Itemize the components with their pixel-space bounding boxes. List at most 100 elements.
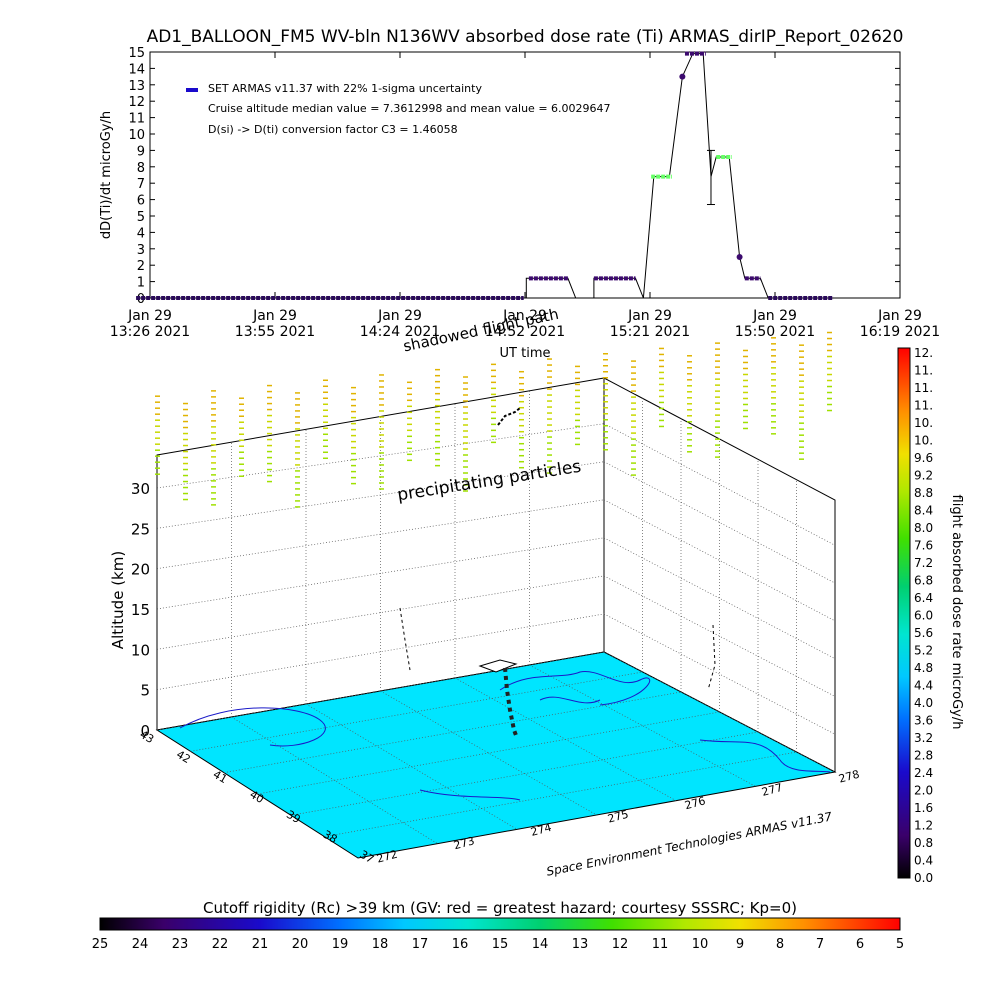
dose-rate-colorbar-tick: 5.6 [914,626,933,640]
dose-rate-colorbar-tick: 7.2 [914,556,933,570]
top-x-tick-date: Jan 29 [627,308,672,324]
cutoff-rigidity-ticks: 25 24 23 22 21 20 19 18 17 16 15 14 13 12 11 10 9 8 7 6 5 [92,937,904,952]
dose-rate-colorbar-tick: 8.8 [914,486,933,500]
top-x-axis-label: UT time [500,346,551,361]
dose-rate-colorbar-tick: 3.2 [914,731,933,745]
z-axis-ticks: 0 5 10 15 20 25 30 [131,480,150,740]
top-x-tick-time: 14:24 2021 [360,324,440,340]
dose-rate-colorbar-tick: 6.0 [914,609,933,623]
longitude-tick-label: 274 [529,821,553,839]
dose-rate-colorbar-tick: 8.0 [914,521,933,535]
coastline-lake [539,696,601,704]
top-y-tick-label: 9 [137,144,145,159]
cutoff-rigidity-tick: 11 [652,937,669,952]
top-x-tick-time: 15:50 2021 [735,324,815,340]
cutoff-rigidity-tick: 7 [816,937,824,952]
dose-rate-colorbar-tick: 10. [914,434,933,448]
cutoff-rigidity-tick: 25 [92,937,109,952]
longitude-tick-label: 277 [760,781,784,799]
dose-rate-colorbar-gradient [897,347,911,879]
cutoff-rigidity-tick: 17 [412,937,429,952]
latitude-tick-label: 37 [357,848,376,866]
chart-title: AD1_BALLOON_FM5 WV-bln N136WV absorbed d… [147,27,904,47]
dose-rate-colorbar-tick: 11. [914,381,933,395]
3d-grid-lines [156,390,836,844]
shadow-path-right [707,624,716,691]
dose-rate-colorbar-tick: 0.8 [914,836,933,850]
top-y-tick-label: 0 [137,292,145,307]
top-y-tick-label: 3 [137,243,145,258]
legend-entry-conversion: D(si) -> D(ti) conversion factor C3 = 1.… [208,123,458,136]
dose-rate-colorbar-tick: 8.4 [914,504,933,518]
top-x-tick-time: 13:26 2021 [110,324,190,340]
dose-rate-colorbar: 0.0 0.4 0.8 1.2 1.6 2.0 2.4 2.8 3.2 3.6 4.0 4.4 4.8 5… [897,346,964,885]
top-x-tick-date: Jan 29 [502,308,547,324]
dose-rate-colorbar-tick: 4.0 [914,696,933,710]
top-x-tick-time: 13:55 2021 [235,324,315,340]
altitude-tick-label: 5 [140,682,150,700]
ground-grid-lon [529,664,756,787]
launch-marker [478,659,518,673]
dose-rate-colorbar-tick: 2.0 [914,784,933,798]
top-x-tick-date: Jan 29 [377,308,422,324]
top-y-tick-label: 10 [128,128,145,143]
latitude-tick-label: 40 [247,788,266,806]
dose-rate-series-segments [136,51,834,300]
dose-rate-colorbar-label: flight absorbed dose rate microGy/h [949,495,964,730]
altitude-3d-plot: 0 5 10 15 20 25 30 Altitude (km) 43 42 41 40 39 38 3… [109,305,861,879]
cutoff-rigidity-tick: 19 [332,937,349,952]
legend-swatch [186,88,198,92]
dose-rate-colorbar-tick: 10. [914,416,933,430]
top-y-tick-label: 8 [137,161,145,176]
ground-grid-lat [290,731,759,816]
dose-rate-colorbar-tick: 5.2 [914,644,933,658]
cutoff-rigidity-tick: 18 [372,937,389,952]
error-bar [706,149,715,206]
latitude-tick-label: 43 [137,728,156,746]
dose-rate-colorbar-tick: 12. [914,346,933,360]
cutoff-rigidity-tick: 13 [572,937,589,952]
top-y-tick-label: 6 [137,194,145,209]
dose-rate-colorbar-tick: 2.8 [914,749,933,763]
flight-path-top [497,407,521,426]
dose-rate-colorbar-tick: 9.2 [914,469,933,483]
top-x-tick-date: Jan 29 [252,308,297,324]
dose-rate-colorbar-tick: 7.6 [914,539,933,553]
z-grid-line-back [156,537,605,610]
longitude-tick-label: 276 [683,794,707,812]
series-point [679,73,686,80]
dose-rate-colorbar-tick: 3.6 [914,714,933,728]
top-y-tick-label: 14 [128,62,145,77]
longitude-tick-label: 273 [452,834,476,852]
map-coastlines [179,671,831,801]
coastline-great-lakes [499,671,650,706]
z-grid-line-back [156,575,605,650]
top-y-tick-label: 1 [137,276,145,291]
latitude-tick-label: 38 [321,828,340,846]
top-y-tick-label: 5 [137,210,145,225]
cutoff-rigidity-tick: 15 [492,937,509,952]
cutoff-rigidity-colorbar: Cutoff rigidity (Rc) >39 km (GV: red = g… [92,899,904,952]
top-y-axis-label: dD(Ti)/dt microGy/h [99,111,114,239]
precipitating-particle-columns [155,331,832,508]
dose-rate-series-line [136,53,870,299]
state-line [419,789,521,801]
flight-path [478,659,519,739]
flight-track [503,667,519,739]
dose-rate-colorbar-tick: 4.8 [914,661,933,675]
altitude-tick-label: 30 [131,480,150,498]
latitude-tick-label: 42 [174,748,193,766]
dose-rate-colorbar-ticks: 0.0 0.4 0.8 1.2 1.6 2.0 2.4 2.8 3.2 3.6 4.0 4.4 4.8 5… [914,346,933,885]
dose-rate-colorbar-tick: 0.4 [914,854,933,868]
legend: SET ARMAS v11.37 with 22% 1-sigma uncert… [186,82,611,136]
latitude-tick-label: 39 [284,808,303,826]
altitude-axis-label: Altitude (km) [109,551,127,649]
dose-rate-series-points [679,73,743,260]
cutoff-rigidity-tick: 24 [132,937,149,952]
cutoff-rigidity-tick: 21 [252,937,269,952]
latitude-tick-label: 41 [211,768,230,786]
cutoff-rigidity-tick: 22 [212,937,229,952]
